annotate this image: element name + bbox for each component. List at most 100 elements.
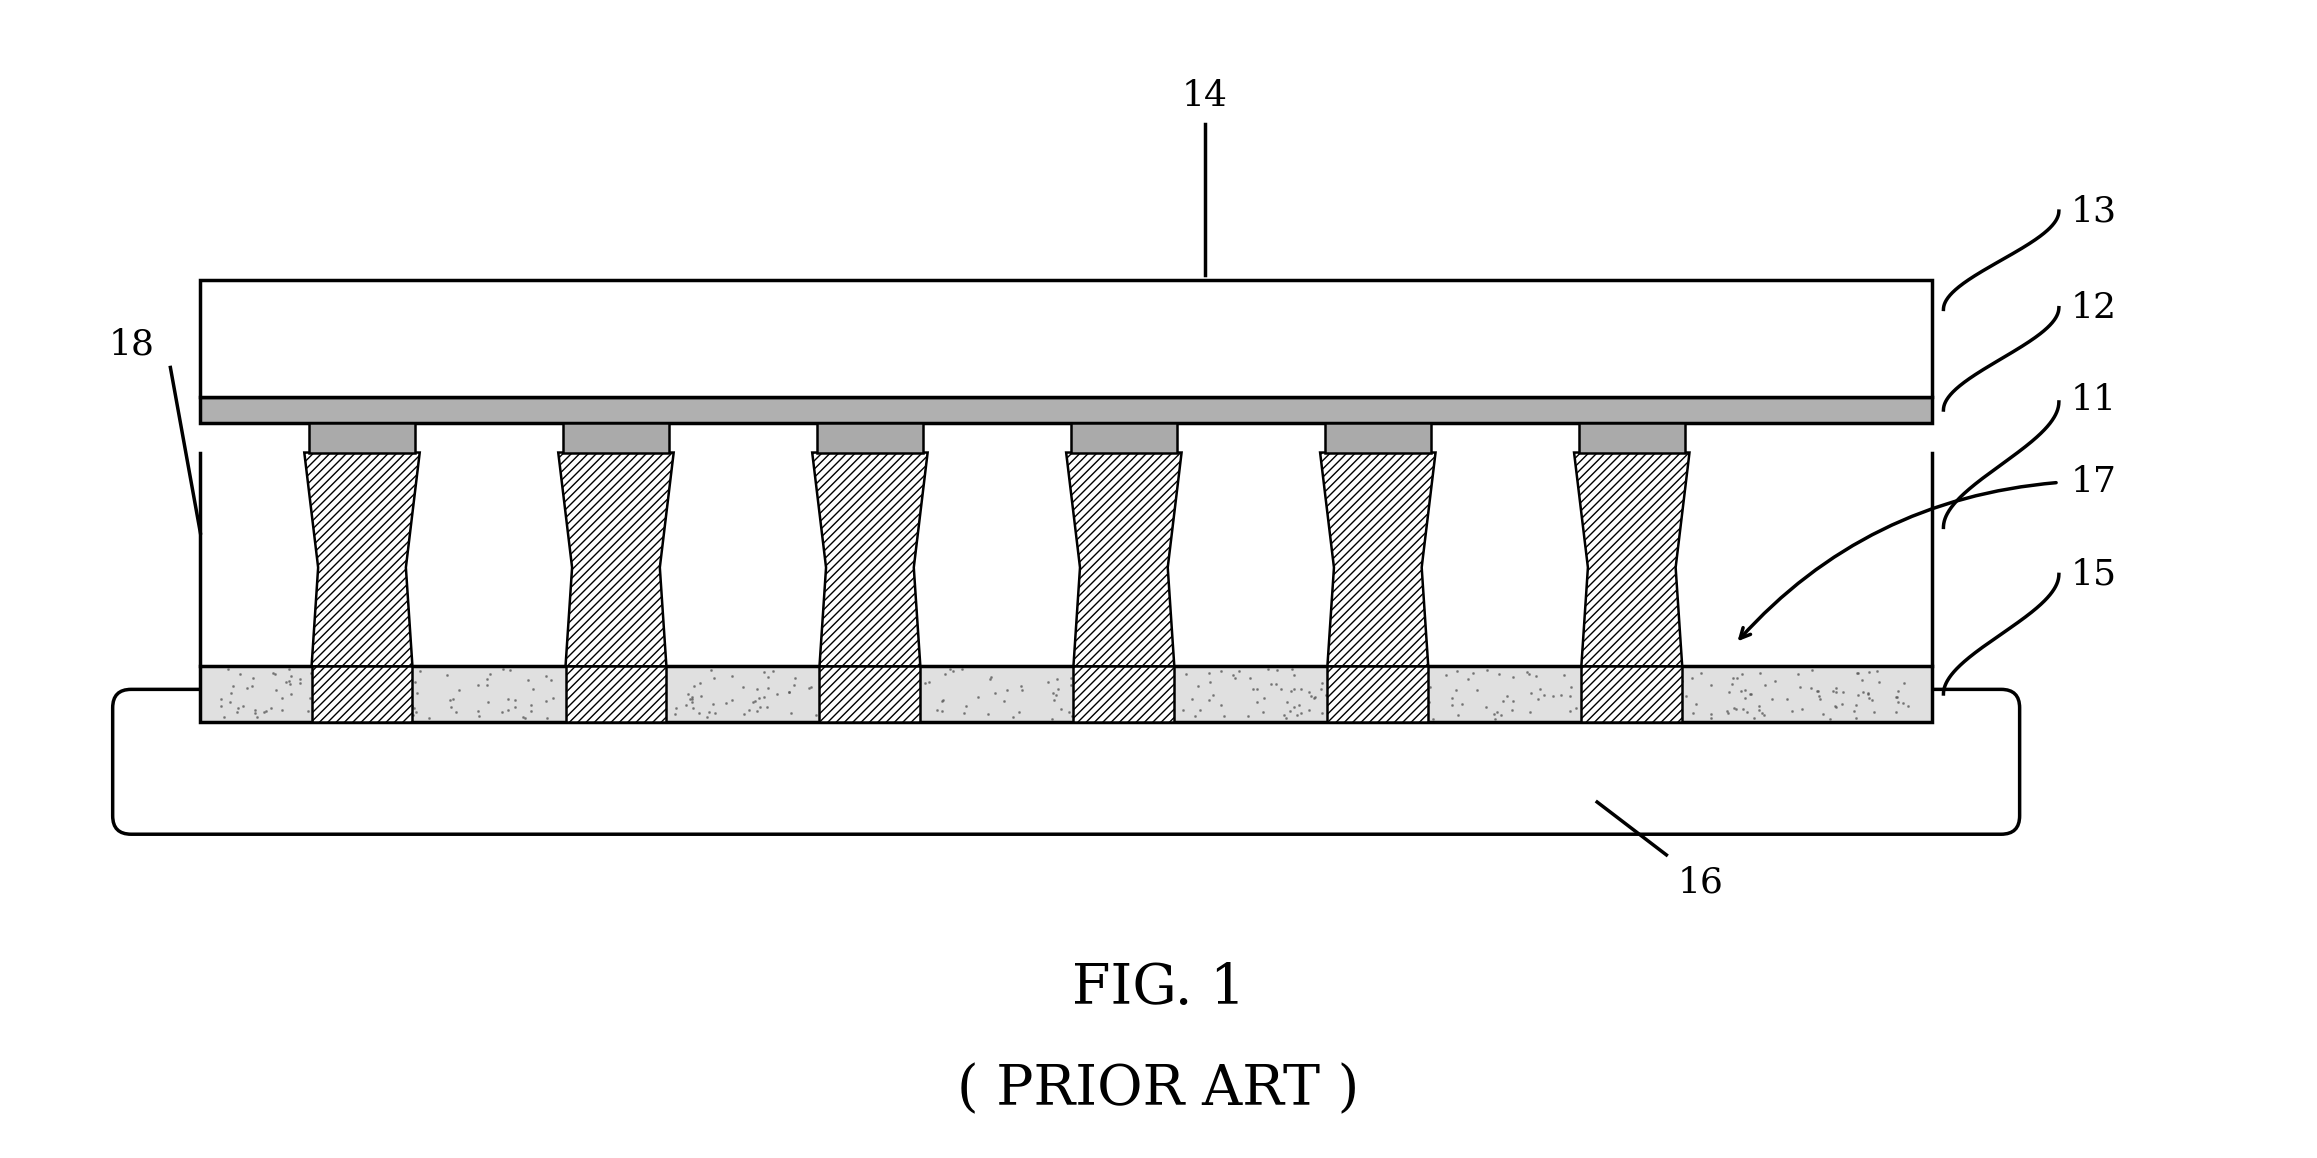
Point — [331, 681, 368, 699]
Point — [1395, 698, 1432, 717]
Point — [1411, 692, 1448, 711]
Point — [336, 680, 373, 698]
Point — [433, 697, 470, 716]
Point — [1182, 701, 1219, 719]
Point — [1145, 669, 1182, 688]
Point — [236, 701, 273, 719]
Point — [1140, 708, 1177, 726]
Point — [355, 677, 392, 696]
Point — [211, 692, 248, 711]
Point — [1798, 682, 1835, 701]
Point — [355, 706, 392, 725]
Bar — [1578, 423, 1684, 453]
Point — [725, 677, 762, 696]
Point — [1126, 688, 1163, 706]
Point — [1165, 701, 1203, 719]
Point — [1856, 703, 1893, 721]
Point — [1284, 703, 1321, 721]
Point — [352, 694, 389, 712]
Text: ( PRIOR ART ): ( PRIOR ART ) — [957, 1062, 1360, 1116]
Point — [253, 698, 290, 717]
Point — [857, 670, 894, 689]
Point — [931, 660, 969, 679]
Point — [746, 664, 783, 682]
Point — [1578, 667, 1615, 686]
Point — [1089, 669, 1126, 688]
Point — [1061, 705, 1098, 724]
Point — [271, 660, 308, 679]
Point — [338, 708, 375, 726]
Point — [1003, 681, 1040, 699]
Point — [1610, 703, 1647, 721]
Point — [1817, 697, 1854, 716]
Point — [1214, 666, 1251, 684]
Point — [1052, 706, 1089, 725]
Point — [257, 665, 294, 683]
Point — [350, 691, 387, 710]
Point — [394, 706, 431, 725]
Point — [646, 681, 684, 699]
Point — [684, 687, 721, 705]
Point — [911, 673, 948, 691]
Point — [1715, 668, 1752, 687]
Point — [635, 664, 672, 682]
Point — [1087, 680, 1124, 698]
Point — [1114, 672, 1152, 690]
Bar — [818, 423, 922, 453]
Point — [1172, 689, 1209, 708]
Point — [505, 708, 542, 726]
Point — [825, 684, 862, 703]
Point — [1448, 669, 1485, 688]
Bar — [1580, 666, 1682, 721]
Point — [1842, 672, 1879, 690]
Point — [338, 664, 375, 682]
Point — [431, 690, 468, 709]
Point — [1362, 687, 1399, 705]
Point — [1710, 702, 1747, 720]
Point — [1293, 687, 1330, 705]
Text: 14: 14 — [1182, 79, 1228, 113]
Point — [1413, 710, 1450, 728]
Point — [1840, 665, 1877, 683]
Point — [1726, 681, 1763, 699]
Point — [906, 674, 943, 692]
Point — [1844, 682, 1881, 701]
Point — [607, 701, 644, 719]
Point — [1599, 684, 1636, 703]
Point — [359, 697, 396, 716]
Point — [1710, 704, 1747, 723]
Point — [459, 702, 496, 720]
Point — [1800, 687, 1837, 705]
Point — [348, 705, 385, 724]
Point — [1756, 672, 1793, 690]
Point — [491, 660, 528, 679]
Point — [918, 701, 955, 719]
Point — [378, 708, 415, 726]
Point — [1402, 666, 1439, 684]
Point — [927, 665, 964, 683]
Point — [809, 692, 846, 711]
Point — [345, 703, 382, 721]
Point — [271, 675, 308, 694]
Point — [829, 668, 867, 687]
Point — [283, 674, 320, 692]
Point — [1205, 708, 1242, 726]
Point — [1152, 692, 1189, 711]
Point — [959, 688, 996, 706]
Point — [892, 680, 929, 698]
Point — [280, 670, 317, 689]
Point — [834, 697, 871, 716]
Point — [1393, 666, 1430, 684]
Point — [489, 701, 526, 719]
Point — [1606, 681, 1643, 699]
Point — [1110, 698, 1147, 717]
Point — [273, 666, 310, 684]
Point — [225, 696, 262, 714]
Point — [382, 686, 419, 704]
Point — [1360, 689, 1397, 708]
Point — [1573, 701, 1610, 719]
Point — [1101, 702, 1138, 720]
Bar — [1070, 423, 1177, 453]
Point — [1133, 709, 1170, 727]
Point — [769, 683, 806, 702]
